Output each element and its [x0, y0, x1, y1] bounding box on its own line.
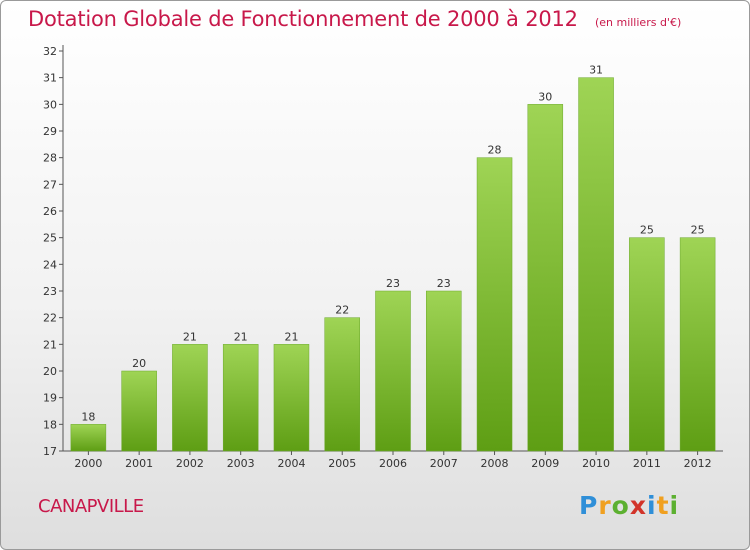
y-tick-label: 17 [43, 445, 57, 458]
bar-2002 [172, 344, 208, 452]
data-label-2012: 25 [691, 224, 705, 237]
x-tick-label: 2000 [74, 457, 102, 470]
data-label-2011: 25 [640, 224, 654, 237]
y-tick-label: 18 [43, 418, 57, 431]
x-tick-label: 2007 [430, 457, 458, 470]
x-tick-label: 2005 [328, 457, 356, 470]
bar-2006 [375, 290, 411, 452]
data-label-2001: 20 [132, 357, 146, 370]
y-tick-label: 25 [43, 232, 57, 245]
proxiti-logo: Proxiti [579, 491, 680, 520]
y-tick-label: 23 [43, 285, 57, 298]
bar-2005 [324, 317, 360, 452]
data-label-2005: 22 [335, 304, 349, 317]
x-tick-label: 2010 [582, 457, 610, 470]
y-tick-label: 31 [43, 72, 57, 85]
data-label-2010: 31 [589, 64, 603, 77]
bar-2012 [679, 237, 716, 452]
bar-2007 [426, 290, 462, 452]
y-tick-label: 24 [43, 258, 57, 271]
y-tick-label: 30 [43, 98, 57, 111]
y-tick-label: 20 [43, 365, 57, 378]
chart-title: Dotation Globale de Fonctionnement de 20… [28, 7, 578, 31]
y-tick-label: 29 [43, 125, 57, 138]
x-tick-label: 2011 [633, 457, 661, 470]
x-tick-label: 2006 [379, 457, 407, 470]
x-tick-label: 2004 [277, 457, 305, 470]
bar-2004 [273, 344, 310, 452]
bar-2001 [121, 370, 157, 452]
x-tick-label: 2008 [481, 457, 509, 470]
x-tick-label: 2009 [531, 457, 559, 470]
data-label-2009: 30 [538, 90, 552, 103]
y-tick-label: 26 [43, 205, 57, 218]
x-tick-label: 2012 [684, 457, 712, 470]
chart-header: Dotation Globale de Fonctionnement de 20… [28, 7, 681, 31]
data-label-2004: 21 [284, 330, 298, 343]
y-tick-label: 22 [43, 312, 57, 325]
x-tick-label: 2001 [125, 457, 153, 470]
data-label-2002: 21 [183, 330, 197, 343]
chart-subtitle: (en milliers d'€) [594, 16, 682, 29]
data-label-2000: 18 [81, 410, 95, 423]
y-tick-label: 21 [43, 338, 57, 351]
data-label-2007: 23 [437, 277, 451, 290]
data-label-2003: 21 [234, 330, 248, 343]
bar-2003 [222, 344, 259, 452]
x-tick-label: 2002 [176, 457, 204, 470]
x-tick-label: 2003 [227, 457, 255, 470]
y-tick-label: 27 [43, 178, 57, 191]
commune-name: CANAPVILLE [38, 496, 144, 517]
data-label-2006: 23 [386, 277, 400, 290]
y-tick-label: 28 [43, 152, 57, 165]
bar-2008 [476, 157, 513, 452]
bar-2010 [578, 77, 614, 452]
bar-2011 [629, 237, 665, 452]
data-label-2008: 28 [488, 144, 502, 157]
y-tick-label: 32 [43, 45, 57, 58]
bar-2009 [527, 104, 564, 452]
y-tick-label: 19 [43, 392, 57, 405]
bar-2000 [70, 424, 107, 452]
